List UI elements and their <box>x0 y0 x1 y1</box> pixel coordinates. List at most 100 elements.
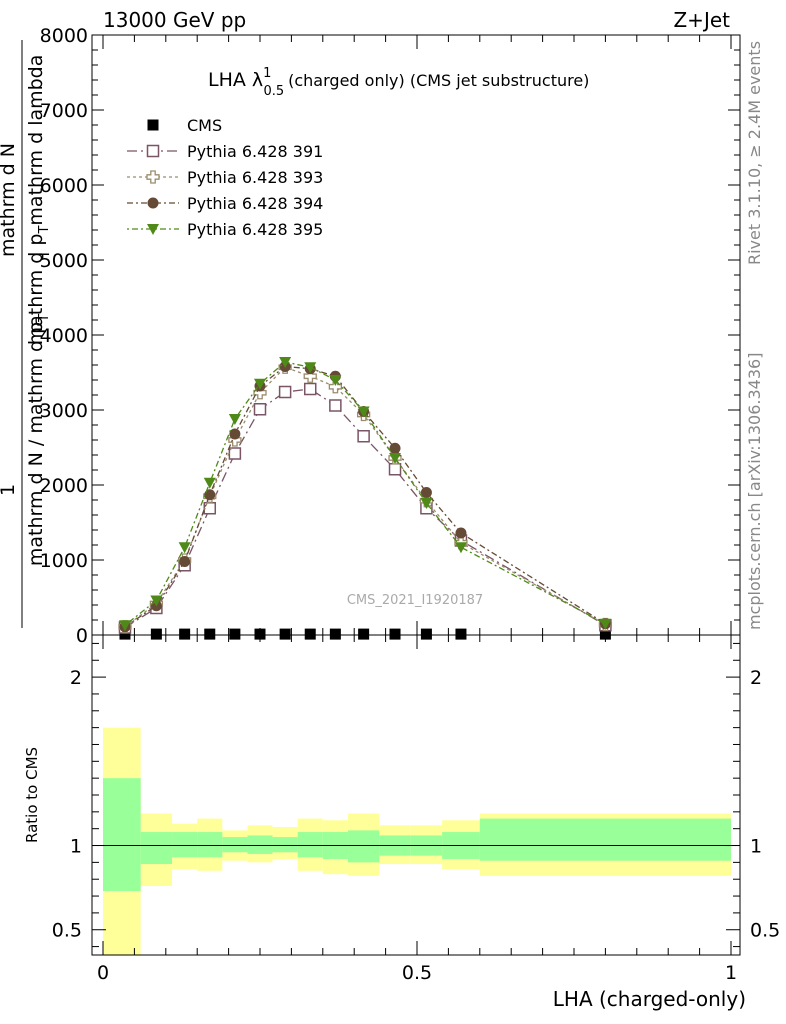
ylabel-numerator: mathrm d N / mathrm d pT <box>25 314 52 566</box>
data-point <box>119 628 131 640</box>
main-series-layer <box>118 357 613 640</box>
ratio-ytick-label-right: 2 <box>750 667 762 689</box>
data-point <box>304 362 317 374</box>
legend-entry: CMS <box>147 116 222 135</box>
data-point <box>329 399 342 412</box>
main-ytick-label: 2000 <box>40 475 88 497</box>
data-point <box>150 595 163 607</box>
main-x-ticks <box>102 35 732 635</box>
ratio-y-ticks: 0.5 0.5 1 1 2 2 <box>52 642 780 948</box>
ratio-band-inner <box>297 832 323 858</box>
data-point <box>358 628 370 640</box>
legend-label: Pythia 6.428 391 <box>187 142 323 161</box>
plot-title-main: LHA λ <box>208 69 263 91</box>
data-point <box>455 628 467 640</box>
ratio-band-inner <box>140 832 173 865</box>
series-line <box>124 365 606 628</box>
ratio-band-inner <box>103 778 141 891</box>
legend-marker <box>147 224 159 235</box>
ratio-band-inner <box>247 835 273 854</box>
main-y-ticks: 0 1000 2000 3000 4000 5000 6000 7000 8000 <box>40 25 740 647</box>
data-point <box>454 542 467 554</box>
data-point <box>204 628 216 640</box>
ratio-ytick-label: 1 <box>70 836 82 858</box>
data-point <box>179 556 191 567</box>
legend-marker <box>146 144 160 158</box>
legend-label: Pythia 6.428 394 <box>187 194 323 213</box>
data-point <box>420 498 433 509</box>
xaxis-label: LHA (charged-only) <box>553 987 746 1011</box>
main-ytick-label: 6000 <box>40 175 88 197</box>
ratio-ytick-label: 0.5 <box>52 920 82 942</box>
data-point <box>420 628 432 640</box>
data-point <box>329 375 342 386</box>
data-point <box>228 414 241 425</box>
ratio-ylabel: Ratio to CMS <box>23 747 41 843</box>
data-point <box>279 357 292 368</box>
data-point <box>599 618 612 630</box>
data-point <box>329 628 341 640</box>
data-point <box>254 628 266 640</box>
main-ytick-label: 4000 <box>40 325 88 347</box>
ratio-plot: 0.5 0.51 12 2 0 0.5 1 Ratio to CMS LHA (charg… <box>23 634 780 1011</box>
series-line <box>124 388 606 629</box>
data-point <box>254 378 266 390</box>
data-point <box>204 489 216 501</box>
data-point <box>178 542 191 554</box>
data-point <box>599 628 611 640</box>
data-point <box>455 527 467 539</box>
data-point <box>303 382 317 396</box>
plot-title-rest: (charged only) (CMS jet substructure) <box>288 71 589 90</box>
legend-entry: Pythia 6.428 393 <box>127 168 323 187</box>
main-ytick-label: 1000 <box>40 550 88 572</box>
data-point <box>304 628 316 640</box>
plot-title: LHA λ1 0.5 (charged only) (CMS jet substru… <box>208 66 589 99</box>
legend-entry: Pythia 6.428 395 <box>127 220 323 239</box>
legend-marker <box>147 197 159 209</box>
series-4 <box>118 357 612 632</box>
ratio-band-inner <box>479 818 731 861</box>
data-point <box>389 453 402 464</box>
data-point <box>388 463 402 476</box>
data-point <box>303 369 317 383</box>
main-ytick-label: 0 <box>76 625 88 647</box>
ratio-band-inner <box>272 837 298 853</box>
data-point <box>203 477 216 489</box>
ratio-band-inner <box>197 832 223 858</box>
ratio-ytick-label-right: 0.5 <box>750 920 780 942</box>
legend-entry: Pythia 6.428 394 <box>127 194 323 213</box>
data-point <box>357 430 370 443</box>
data-point <box>179 628 191 640</box>
legend-label: Pythia 6.428 393 <box>187 168 323 187</box>
ratio-x-ticks: 0 0.5 1 <box>97 635 737 984</box>
data-point <box>278 385 292 399</box>
data-point <box>420 487 432 498</box>
ratio-band-inner <box>222 837 248 853</box>
series-3 <box>119 361 611 633</box>
ratio-band-inner <box>172 832 198 858</box>
series-0 <box>119 628 611 640</box>
data-point <box>229 428 241 440</box>
ratio-xtick-label: 0.5 <box>402 962 432 984</box>
main-ytick-label: 5000 <box>40 250 88 272</box>
analysis-watermark: CMS_2021_I1920187 <box>347 593 483 608</box>
data-point <box>357 406 370 418</box>
main-ytick-label: 7000 <box>40 100 88 122</box>
data-point <box>150 628 162 640</box>
ylabel-dn: mathrm d N <box>0 143 19 257</box>
ratio-xtick-label: 1 <box>725 962 737 984</box>
ratio-ytick-label: 2 <box>70 667 82 689</box>
header-left: 13000 GeV pp <box>103 8 246 32</box>
header-right: Z+Jet <box>673 8 730 32</box>
legend-marker <box>146 170 160 184</box>
ratio-xtick-label: 0 <box>97 962 109 984</box>
main-ytick-label: 3000 <box>40 400 88 422</box>
ylabel-numerator-one: 1 <box>0 484 19 496</box>
ylabel-denominator: mathrm d pTmathrm d lambda <box>25 55 52 346</box>
ratio-ytick-label-right: 1 <box>750 836 762 858</box>
legend-label: CMS <box>187 116 222 135</box>
legend-entry: Pythia 6.428 391 <box>127 142 323 161</box>
plot-title-sup: 1 <box>263 66 271 81</box>
data-point <box>118 620 131 632</box>
